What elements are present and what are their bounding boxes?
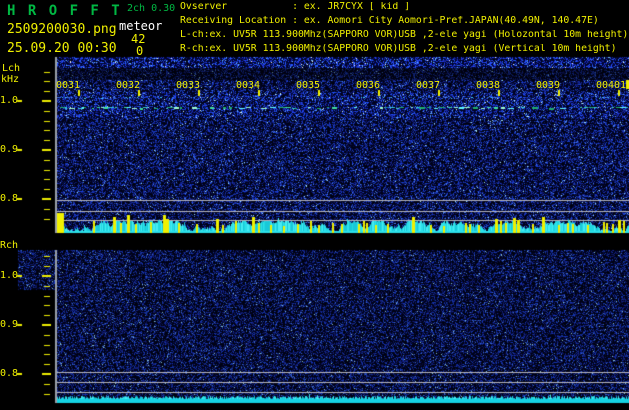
time-label-0032: 0032 — [116, 80, 141, 91]
khz-unit-label: kHz — [1, 74, 20, 85]
start-datetime: 25.09.20 00:30 — [7, 41, 117, 56]
mode-label: meteor — [119, 19, 163, 33]
time-label-0040: 0040 — [596, 80, 621, 91]
time-label-partial: 1 — [620, 80, 627, 91]
time-label-0037: 0037 — [416, 80, 441, 91]
info-line-location: Receiving Location : ex. Aomori City Aom… — [180, 16, 599, 26]
rch-ytick-0.8: 0.8 — [0, 368, 19, 379]
time-label-0031: 0031 — [56, 80, 81, 91]
app-version: 2ch 0.30 — [127, 3, 176, 14]
time-label-0035: 0035 — [296, 80, 321, 91]
time-label-0038: 0038 — [476, 80, 501, 91]
time-label-0039: 0039 — [536, 80, 561, 91]
info-line-rch-rig: R-ch:ex. UV5R 113.900Mhz(SAPPORO VOR)USB… — [180, 44, 617, 54]
time-label-0036: 0036 — [356, 80, 381, 91]
time-label-0034: 0034 — [236, 80, 261, 91]
app-title: H R O F F T — [7, 3, 122, 19]
lch-panel-label: Lch — [2, 63, 21, 74]
time-label-0033: 0033 — [176, 80, 201, 91]
lch-ytick-0.9: 0.9 — [0, 144, 19, 155]
rch-ytick-1.0: 1.0 — [0, 270, 19, 281]
lch-ytick-0.8: 0.8 — [0, 193, 19, 204]
info-line-observer: Ovserver : ex. JR7CYX [ kid ] — [180, 2, 411, 12]
meteor-count-upper: 42 — [131, 32, 146, 46]
meteor-count-lower: 0 — [136, 44, 144, 58]
rch-panel-label: Rch — [0, 240, 19, 251]
rch-ytick-0.9: 0.9 — [0, 319, 19, 330]
output-filename: 2509200030.png — [7, 22, 117, 37]
lch-ytick-1.0: 1.0 — [0, 95, 19, 106]
info-line-lch-rig: L-ch:ex. UV5R 113.900Mhz(SAPPORO VOR)USB… — [180, 30, 629, 40]
